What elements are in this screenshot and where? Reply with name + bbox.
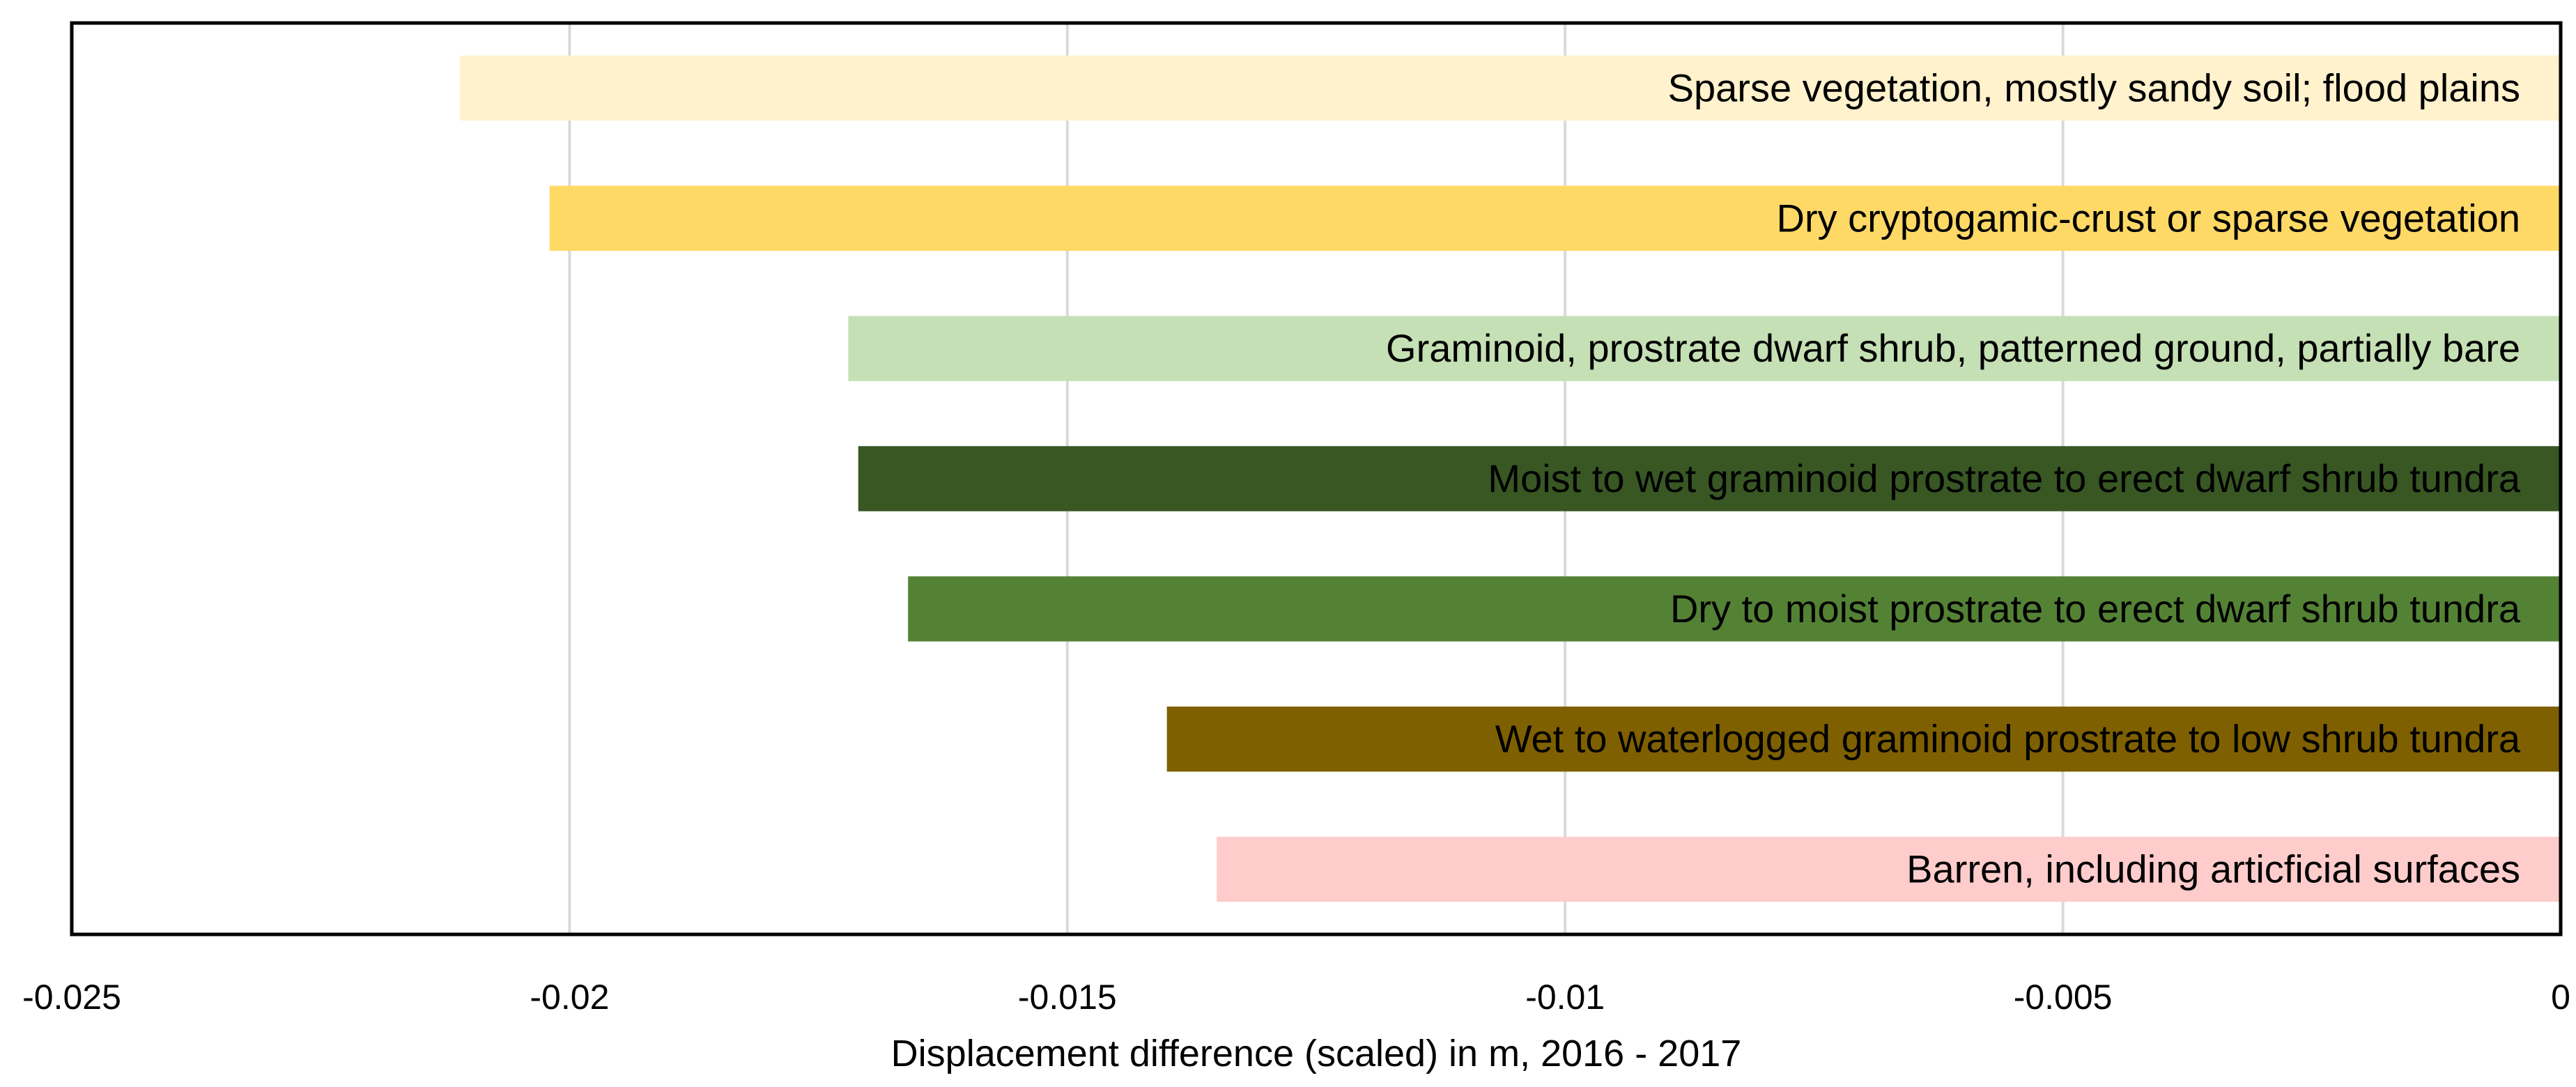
bar-category-label: Dry to moist prostrate to erect dwarf sh…	[1670, 587, 2521, 631]
x-axis-title: Displacement difference (scaled) in m, 2…	[891, 1033, 1742, 1074]
bar	[549, 185, 2561, 251]
bar	[1166, 707, 2561, 772]
bar-category-label: Wet to waterlogged graminoid prostrate t…	[1495, 717, 2521, 761]
bar-labels: Sparse vegetation, mostly sandy soil; fl…	[1386, 65, 2521, 891]
x-tick-label: 0	[2551, 978, 2570, 1017]
x-tick-label: -0.02	[530, 978, 609, 1017]
bars	[460, 55, 2561, 902]
x-tick-label: -0.005	[2014, 978, 2113, 1017]
bar-category-label: Graminoid, prostrate dwarf shrub, patter…	[1386, 326, 2520, 370]
bar-category-label: Dry cryptogamic-crust or sparse vegetati…	[1777, 196, 2521, 240]
plot-area-frame	[70, 21, 2563, 936]
bar	[848, 316, 2561, 381]
bar	[1217, 836, 2561, 902]
bar	[460, 55, 2561, 121]
x-tick-label: -0.01	[1525, 978, 1605, 1017]
bar-category-label: Moist to wet graminoid prostrate to erec…	[1488, 456, 2520, 500]
x-tick-label: -0.015	[1018, 978, 1117, 1017]
x-tick-label: -0.025	[22, 978, 121, 1017]
bar-category-label: Barren, including articficial surfaces	[1906, 847, 2520, 891]
bar	[908, 576, 2561, 642]
bar-category-label: Sparse vegetation, mostly sandy soil; fl…	[1668, 65, 2520, 109]
x-axis-ticks: -0.025 -0.02 -0.015 -0.01 -0.005 0	[22, 978, 2570, 1017]
bar	[858, 446, 2561, 511]
